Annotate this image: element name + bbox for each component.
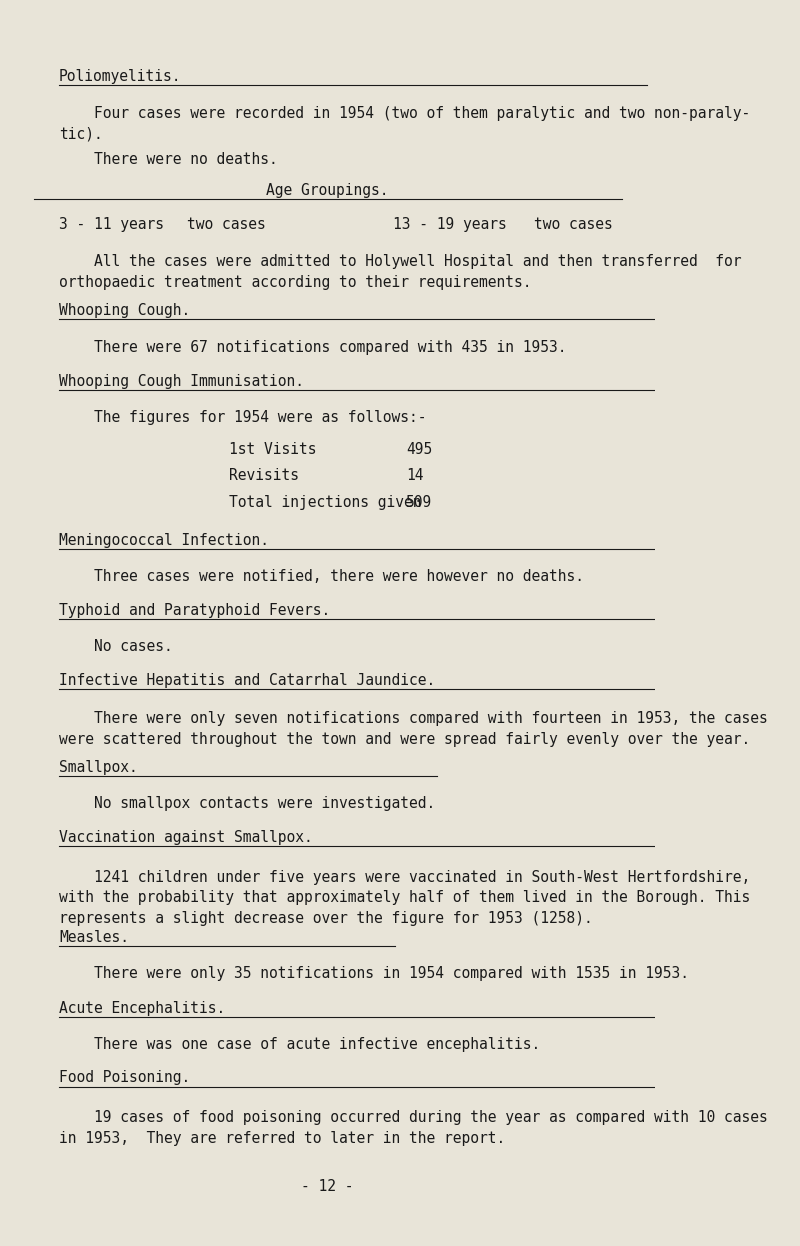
Text: There were no deaths.: There were no deaths.	[59, 152, 278, 167]
Text: Poliomyelitis.: Poliomyelitis.	[59, 69, 182, 83]
Text: 495: 495	[406, 442, 433, 457]
Text: Measles.: Measles.	[59, 930, 129, 944]
Text: two cases: two cases	[187, 217, 266, 232]
Text: Whooping Cough.: Whooping Cough.	[59, 303, 190, 318]
Text: Infective Hepatitis and Catarrhal Jaundice.: Infective Hepatitis and Catarrhal Jaundi…	[59, 673, 435, 688]
Text: Total injections given: Total injections given	[230, 495, 422, 510]
Text: two cases: two cases	[534, 217, 613, 232]
Text: Acute Encephalitis.: Acute Encephalitis.	[59, 1001, 226, 1015]
Text: There were only 35 notifications in 1954 compared with 1535 in 1953.: There were only 35 notifications in 1954…	[59, 966, 689, 981]
Text: 19 cases of food poisoning occurred during the year as compared with 10 cases
in: 19 cases of food poisoning occurred duri…	[59, 1110, 768, 1145]
Text: Food Poisoning.: Food Poisoning.	[59, 1070, 190, 1085]
Text: 509: 509	[406, 495, 433, 510]
Text: 13 - 19 years: 13 - 19 years	[394, 217, 507, 232]
Text: Four cases were recorded in 1954 (two of them paralytic and two non-paraly-
tic): Four cases were recorded in 1954 (two of…	[59, 106, 750, 141]
Text: There were only seven notifications compared with fourteen in 1953, the cases
we: There were only seven notifications comp…	[59, 711, 768, 746]
Text: 3 - 11 years: 3 - 11 years	[59, 217, 164, 232]
Text: Whooping Cough Immunisation.: Whooping Cough Immunisation.	[59, 374, 304, 389]
Text: Three cases were notified, there were however no deaths.: Three cases were notified, there were ho…	[59, 569, 584, 584]
Text: No smallpox contacts were investigated.: No smallpox contacts were investigated.	[59, 796, 435, 811]
Text: 1st Visits: 1st Visits	[230, 442, 317, 457]
Text: All the cases were admitted to Holywell Hospital and then transferred  for
ortho: All the cases were admitted to Holywell …	[59, 254, 742, 289]
Text: There were 67 notifications compared with 435 in 1953.: There were 67 notifications compared wit…	[59, 340, 566, 355]
Text: Meningococcal Infection.: Meningococcal Infection.	[59, 533, 269, 548]
Text: The figures for 1954 were as follows:-: The figures for 1954 were as follows:-	[59, 410, 426, 425]
Text: Smallpox.: Smallpox.	[59, 760, 138, 775]
Text: There was one case of acute infective encephalitis.: There was one case of acute infective en…	[59, 1037, 540, 1052]
Text: Revisits: Revisits	[230, 468, 299, 483]
Text: 14: 14	[406, 468, 424, 483]
Text: Typhoid and Paratyphoid Fevers.: Typhoid and Paratyphoid Fevers.	[59, 603, 330, 618]
Text: Vaccination against Smallpox.: Vaccination against Smallpox.	[59, 830, 313, 845]
Text: 1241 children under five years were vaccinated in South-West Hertfordshire,
with: 1241 children under five years were vacc…	[59, 870, 750, 926]
Text: Age Groupings.: Age Groupings.	[266, 183, 389, 198]
Text: - 12 -: - 12 -	[302, 1179, 354, 1194]
Text: No cases.: No cases.	[59, 639, 173, 654]
